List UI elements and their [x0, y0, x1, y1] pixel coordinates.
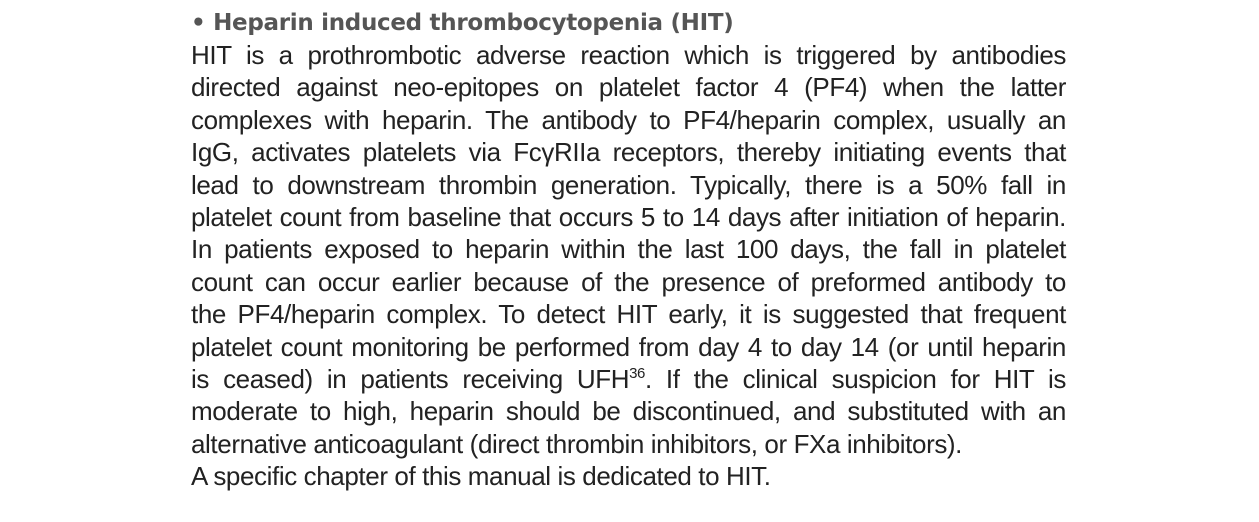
paragraph-line: In patients exposed to heparin within th…: [191, 234, 1066, 265]
hit-paragraph: HIT is a prothrombotic adverse reaction …: [191, 39, 1066, 460]
paragraph-line: the PF4/heparin complex. To detect HIT e…: [191, 299, 1066, 330]
paragraph-line: platelet count monitoring be performed f…: [191, 331, 1066, 362]
document-section: • Heparin induced thrombocytopenia (HIT)…: [191, 7, 1066, 493]
paragraph-line: HIT is a prothrombotic adverse reaction …: [191, 40, 1066, 70]
paragraph-line: complexes with heparin. The antibody to …: [191, 104, 1066, 135]
paragraph-line: directed against neo-epitopes on platele…: [191, 72, 1066, 103]
closing-sentence: A specific chapter of this manual is ded…: [191, 461, 771, 492]
paragraph-line: IgG, activates platelets via FcγRIIa rec…: [191, 137, 1066, 168]
paragraph-line: lead to downstream thrombin generation. …: [191, 169, 1066, 200]
reference-superscript: 36: [629, 365, 645, 383]
line-text: . If the clinical suspicion for HIT is: [645, 364, 1066, 395]
paragraph-line: platelet count from baseline that occurs…: [191, 202, 1066, 233]
paragraph-line-with-reference: is ceased) in patients receiving UFH36. …: [191, 363, 1066, 395]
paragraph-line: alternative anticoagulant (direct thromb…: [191, 428, 963, 459]
paragraph-line: moderate to high, heparin should be disc…: [191, 396, 1066, 427]
line-text: is ceased) in patients receiving UFH: [191, 364, 630, 395]
section-heading: • Heparin induced thrombocytopenia (HIT): [191, 10, 734, 36]
paragraph-line: count can occur earlier because of the p…: [191, 266, 1066, 297]
